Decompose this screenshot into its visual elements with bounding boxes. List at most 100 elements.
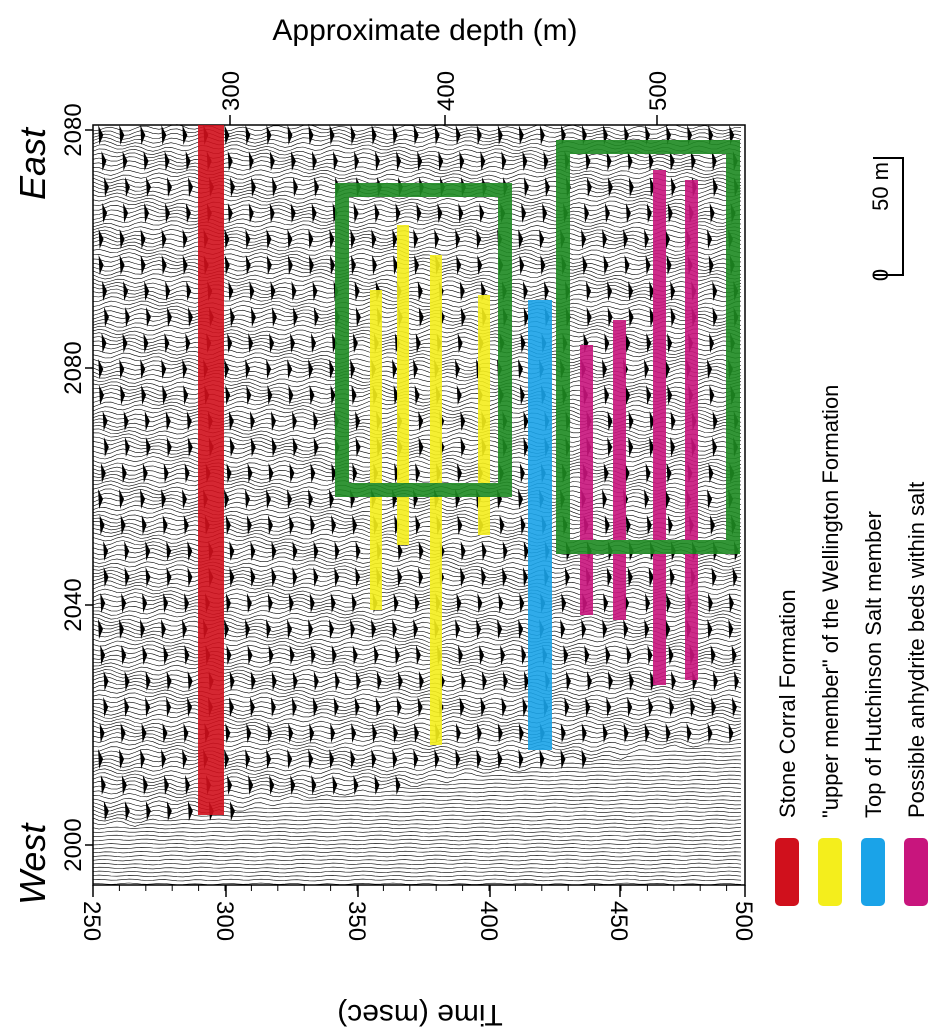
wiggle-fill: [313, 437, 319, 457]
wiggle-fill: [166, 697, 172, 717]
wiggle-fill: [103, 567, 109, 587]
wiggle-fill: [649, 671, 655, 691]
wiggle-fill: [224, 749, 230, 769]
wiggle-fill: [187, 541, 193, 561]
wiggle-fill: [668, 645, 674, 665]
wiggle-fill: [519, 255, 525, 275]
wiggle-fill: [481, 671, 487, 691]
wiggle-fill: [418, 541, 424, 561]
wiggle-fill: [602, 359, 608, 379]
wiggle-fill: [292, 567, 298, 587]
wiggle-fill: [476, 723, 482, 743]
wiggle-fill: [455, 125, 461, 145]
wiggle-fill: [98, 125, 104, 145]
wiggle-fill: [311, 333, 317, 353]
scale-bottom: 0: [868, 269, 893, 281]
wiggle-fill: [329, 489, 335, 509]
wiggle-fill: [414, 593, 420, 613]
wiggle-fill: [329, 749, 335, 769]
wiggle-fill: [455, 619, 461, 639]
wiggle-fill: [271, 437, 277, 457]
wiggle-fill: [184, 463, 190, 483]
wiggle-fill: [712, 177, 718, 197]
legend-label: "upper member" of the Wellington Formati…: [818, 385, 843, 818]
depth-tick-label: 500: [645, 71, 672, 111]
wiggle-fill: [245, 255, 251, 275]
wiggle-fill: [98, 749, 104, 769]
wiggle-fill: [330, 723, 336, 743]
wiggle-fill: [667, 385, 673, 405]
wiggle-fill: [624, 255, 630, 275]
wiggle-fill: [459, 281, 465, 301]
wiggle-fill: [604, 333, 610, 353]
wiggle-fill: [459, 697, 465, 717]
wiggle-fill: [165, 203, 171, 223]
wiggle-fill: [224, 255, 230, 275]
wiggle-fill: [415, 333, 421, 353]
wiggle-fill: [415, 645, 421, 665]
wiggle-fill: [707, 489, 713, 509]
wiggle-fill: [564, 697, 570, 717]
wiggle-fill: [331, 333, 337, 353]
wiggle-fill: [707, 723, 713, 743]
wiggle-fill: [645, 463, 651, 483]
legend-swatch: [775, 838, 799, 906]
wiggle-fill: [145, 437, 151, 457]
wiggle-fill: [224, 125, 230, 145]
wiggle-fill: [414, 255, 420, 275]
wiggle-fill: [460, 567, 466, 587]
wiggle-fill: [395, 203, 401, 223]
wiggle-fill: [185, 775, 191, 795]
wiggle-fill: [226, 645, 232, 665]
wiggle-fill: [625, 515, 631, 535]
wiggle-fill: [287, 619, 293, 639]
wiggle-fill: [166, 567, 172, 587]
wiggle-fill: [565, 671, 571, 691]
wiggle-fill: [140, 749, 146, 769]
wiggle-fill: [100, 775, 106, 795]
wiggle-fill: [707, 229, 713, 249]
legend-label: Top of Hutchinson Salt member: [861, 511, 886, 818]
wiggle-fill: [229, 801, 235, 821]
wiggle-fill: [604, 515, 610, 535]
wiggle-fill: [248, 333, 254, 353]
wiggle-fill: [501, 567, 507, 587]
wiggle-fill: [224, 359, 230, 379]
wiggle-fill: [101, 151, 107, 171]
wiggle-fill: [396, 151, 402, 171]
wiggle-fill: [711, 567, 717, 587]
wiggle-fill: [519, 593, 525, 613]
wiggle-fill: [434, 125, 440, 145]
wiggle-fill: [460, 671, 466, 691]
wiggle-fill: [418, 411, 424, 431]
wiggle-fill: [99, 385, 105, 405]
wiggle-fill: [271, 671, 277, 691]
wiggle-fill: [437, 203, 443, 223]
wiggle-fill: [103, 541, 109, 561]
wiggle-fill: [182, 359, 188, 379]
wiggle-fill: [628, 411, 634, 431]
wiggle-fill: [270, 411, 276, 431]
wiggle-fill: [607, 411, 613, 431]
wiggle-fill: [628, 671, 634, 691]
wiggle-fill: [602, 619, 608, 639]
wiggle-fill: [98, 489, 104, 509]
wiggle-fill: [98, 229, 104, 249]
trace-label: 2080: [60, 341, 87, 394]
wiggle-fill: [292, 671, 298, 691]
wiggle-fill: [270, 281, 276, 301]
wiggle-fill: [268, 645, 274, 665]
wiggle-fill: [646, 203, 652, 223]
wiggle-fill: [603, 463, 609, 483]
wiggle-fill: [480, 697, 486, 717]
wiggle-fill: [644, 359, 650, 379]
wiggle-fill: [183, 385, 189, 405]
wiggle-fill: [479, 645, 485, 665]
wiggle-fill: [142, 775, 148, 795]
wiggle-fill: [292, 177, 298, 197]
wiggle-fill: [140, 229, 146, 249]
wiggle-fill: [142, 593, 148, 613]
wiggle-fill: [224, 619, 230, 639]
wiggle-fill: [604, 203, 610, 223]
wiggle-fill: [712, 671, 718, 691]
